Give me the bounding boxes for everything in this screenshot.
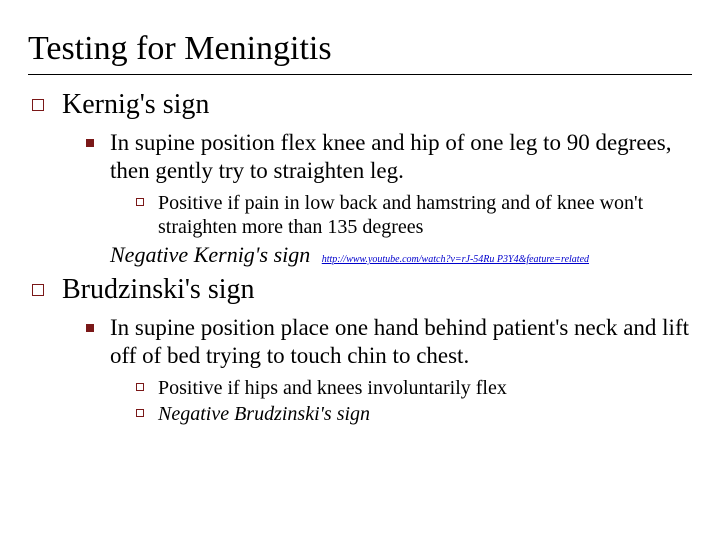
list-item: Positive if hips and knees involuntarily… xyxy=(28,376,692,400)
section-brudzinski: Brudzinski's sign xyxy=(28,274,692,306)
video-link[interactable]: http://www.youtube.com/watch?v=rJ-54Ru P… xyxy=(322,254,589,265)
subitem-text: Positive if hips and knees involuntarily… xyxy=(158,376,507,400)
section-heading: Brudzinski's sign xyxy=(62,274,255,306)
item-text: In supine position place one hand behind… xyxy=(110,314,692,370)
title-divider xyxy=(28,74,692,75)
square-open-icon xyxy=(32,99,44,111)
square-solid-icon xyxy=(86,139,94,147)
square-open-icon xyxy=(136,383,144,391)
section-heading: Kernig's sign xyxy=(62,89,209,121)
square-open-icon xyxy=(136,198,144,206)
subitem-text: Negative Brudzinski's sign xyxy=(158,402,370,426)
section-kernig: Kernig's sign xyxy=(28,89,692,121)
subitem-text: Positive if pain in low back and hamstri… xyxy=(158,191,692,240)
negative-text: Negative Kernig's sign xyxy=(110,242,310,267)
list-item: In supine position place one hand behind… xyxy=(28,314,692,370)
square-solid-icon xyxy=(86,324,94,332)
square-open-icon xyxy=(136,409,144,417)
list-item: In supine position flex knee and hip of … xyxy=(28,129,692,185)
list-item: Negative Brudzinski's sign xyxy=(28,402,692,426)
list-item: Positive if pain in low back and hamstri… xyxy=(28,191,692,240)
item-text: In supine position flex knee and hip of … xyxy=(110,129,692,185)
square-open-icon xyxy=(32,284,44,296)
negative-sign-line: Negative Kernig's sign http://www.youtub… xyxy=(28,242,692,268)
slide-title: Testing for Meningitis xyxy=(28,30,692,68)
